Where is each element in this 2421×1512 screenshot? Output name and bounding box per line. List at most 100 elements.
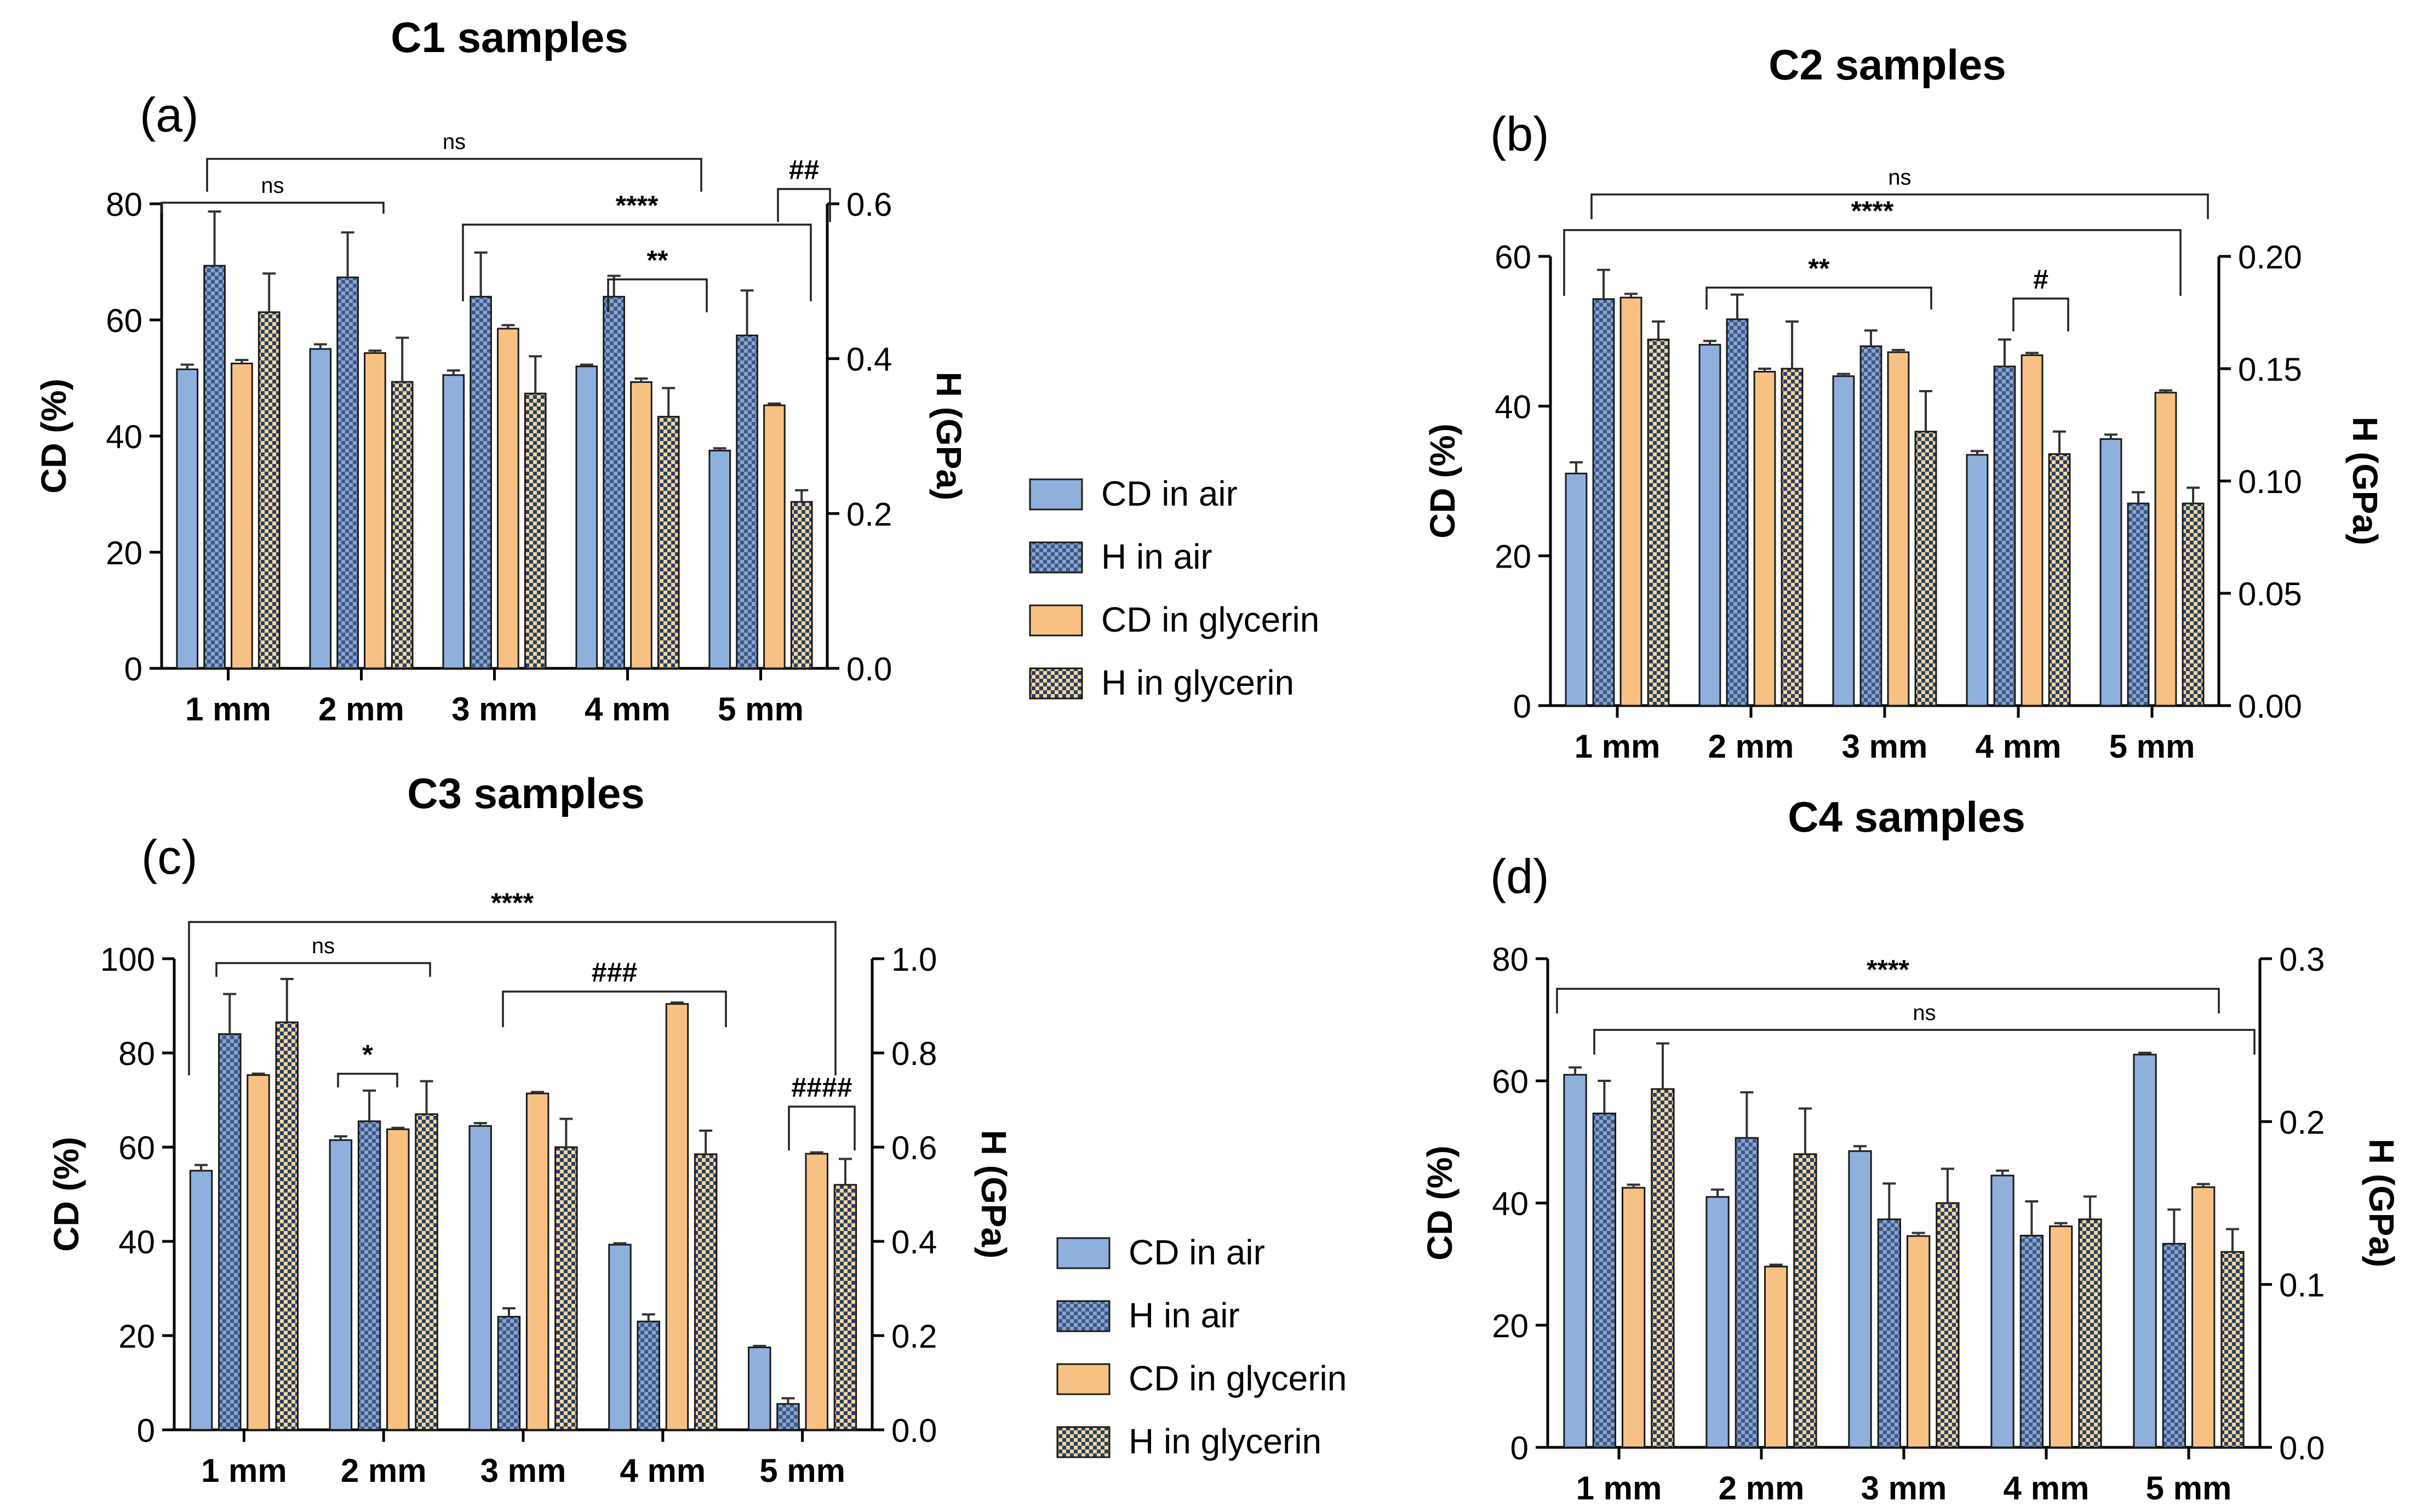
significance-bracket [788, 1106, 856, 1150]
x-tick-label: 1 mm [1575, 728, 1661, 765]
legend-swatch-h-in-air [1056, 1300, 1111, 1332]
bar-cd-in-air [2099, 438, 2122, 707]
x-tick-label: 5 mm [2109, 728, 2195, 765]
left-y-tick-label: 20 [1492, 1308, 1529, 1344]
right-y-tick-label: 0.6 [846, 186, 892, 223]
bar-cd-in-glycerin [2154, 392, 2177, 707]
right-y-tick-label: 1.0 [891, 941, 937, 978]
x-tick-label: 3 mm [451, 691, 537, 728]
significance-label: ## [789, 154, 820, 185]
x-tick-label: 5 mm [759, 1452, 845, 1489]
left-y-axis-label: CD (%) [1423, 423, 1462, 539]
bar-cd-in-air [309, 348, 332, 669]
bar-cd-in-air [329, 1139, 353, 1431]
significance-label: ns [312, 934, 335, 958]
bar-h-in-glycerin [1781, 368, 1804, 707]
bar-h-in-glycerin [1651, 1088, 1675, 1448]
bar-h-in-air [2019, 1234, 2044, 1448]
significance-bracket [206, 158, 702, 192]
x-tick-label: 5 mm [718, 691, 804, 728]
left-y-tick-label: 0 [124, 651, 142, 688]
significance-label: ### [592, 957, 637, 988]
left-y-tick-label: 60 [1492, 1063, 1529, 1100]
left-y-tick-label: 80 [106, 186, 142, 223]
legend-label-cd-in-glycerin: CD in glycerin [1101, 600, 1319, 639]
significance-bracket [777, 188, 831, 222]
significance-bracket [1590, 193, 2209, 219]
significance-label: ns [1913, 1001, 1936, 1025]
bar-cd-in-air [468, 1125, 492, 1431]
bar-cd-in-air [1832, 375, 1855, 707]
bar-h-in-glycerin [833, 1184, 857, 1431]
bar-h-in-air [1592, 1112, 1616, 1448]
left-y-tick-label: 40 [1495, 388, 1531, 425]
panel-a-chart: C1 samples (a) 0 20 40 60 80 CD (%) 0.0 0.2 0.4 0.6… [34, 13, 1319, 728]
significance-label: ** [1808, 253, 1830, 284]
left-y-tick-label: 20 [1495, 539, 1531, 575]
legend-swatch-cd-in-air [1056, 1237, 1111, 1269]
bar-h-in-air [776, 1403, 800, 1431]
legend-swatch-h-in-glycerin [1056, 1426, 1111, 1458]
left-y-tick-label: 60 [1495, 239, 1531, 276]
legend-label-h-in-glycerin: H in glycerin [1101, 663, 1294, 702]
bar-h-in-air [336, 276, 359, 669]
bar-h-in-glycerin [391, 381, 414, 669]
right-y-axis-label: H (GPa) [2345, 417, 2385, 546]
x-tick-label: 2 mm [341, 1452, 427, 1489]
x-tick-label: 1 mm [201, 1452, 287, 1489]
x-tick-label: 2 mm [1719, 1470, 1805, 1507]
bar-h-in-glycerin [1793, 1153, 1817, 1448]
bar-h-in-air [218, 1033, 242, 1431]
bar-cd-in-glycerin [665, 1003, 689, 1431]
bar-h-in-glycerin [790, 501, 813, 669]
significance-bracket [607, 278, 708, 312]
bar-h-in-air [2127, 502, 2150, 707]
x-tick-label: 3 mm [1861, 1470, 1947, 1507]
panel-c-chart: C3 samples (c) 0 20 40 60 80 100 CD (%) 0.0 0.2 0.4… [47, 769, 1347, 1489]
bar-cd-in-glycerin [2191, 1186, 2216, 1448]
x-tick-label: 2 mm [1708, 728, 1794, 765]
significance-label: #### [791, 1072, 852, 1103]
right-y-tick-label: 0.05 [2238, 576, 2302, 612]
bar-h-in-glycerin [415, 1113, 438, 1431]
x-tick-label: 2 mm [318, 691, 404, 728]
bar-h-in-glycerin [257, 311, 281, 669]
right-y-axis-label: H (GPa) [929, 372, 969, 501]
bar-cd-in-air [575, 365, 598, 669]
x-tick-label: 5 mm [2146, 1470, 2232, 1507]
bar-cd-in-glycerin [763, 404, 786, 669]
bar-cd-in-air [1705, 1196, 1730, 1448]
bar-h-in-air [1726, 318, 1749, 707]
bar-h-in-air [1592, 298, 1615, 707]
left-y-tick-label: 20 [118, 1318, 155, 1355]
chart-title: C2 samples [1768, 41, 2006, 89]
right-y-tick-label: 0.0 [891, 1412, 937, 1449]
panel-label: (b) [1490, 107, 1549, 161]
legend-swatch-cd-in-air [1029, 478, 1083, 511]
left-y-tick-label: 80 [118, 1035, 155, 1072]
bar-cd-in-air [1848, 1150, 1872, 1448]
legend-label-h-in-air: H in air [1129, 1296, 1240, 1335]
bar-cd-in-air [1990, 1175, 2014, 1448]
legend-swatch-h-in-air [1029, 541, 1083, 574]
bar-cd-in-air [748, 1347, 771, 1431]
significance-label: ** [647, 245, 668, 276]
left-y-axis-label: CD (%) [47, 1137, 86, 1252]
significance-bracket [1593, 1029, 2256, 1055]
significance-label: ns [443, 130, 466, 154]
bar-h-in-glycerin [524, 392, 547, 669]
bar-cd-in-air [708, 450, 731, 669]
left-y-tick-label: 0 [1510, 1430, 1529, 1467]
bar-h-in-air [1877, 1218, 1901, 1448]
bar-h-in-air [736, 334, 758, 669]
left-y-tick-label: 40 [1492, 1185, 1529, 1222]
panel-label: (c) [141, 830, 198, 884]
significance-label: # [2033, 264, 2048, 295]
bar-h-in-glycerin [694, 1153, 718, 1431]
x-tick-label: 1 mm [185, 691, 271, 728]
left-y-tick-label: 0 [137, 1412, 155, 1449]
legend-label-h-in-air: H in air [1101, 537, 1212, 576]
x-tick-label: 4 mm [585, 691, 671, 728]
right-y-tick-label: 0.4 [891, 1224, 937, 1261]
